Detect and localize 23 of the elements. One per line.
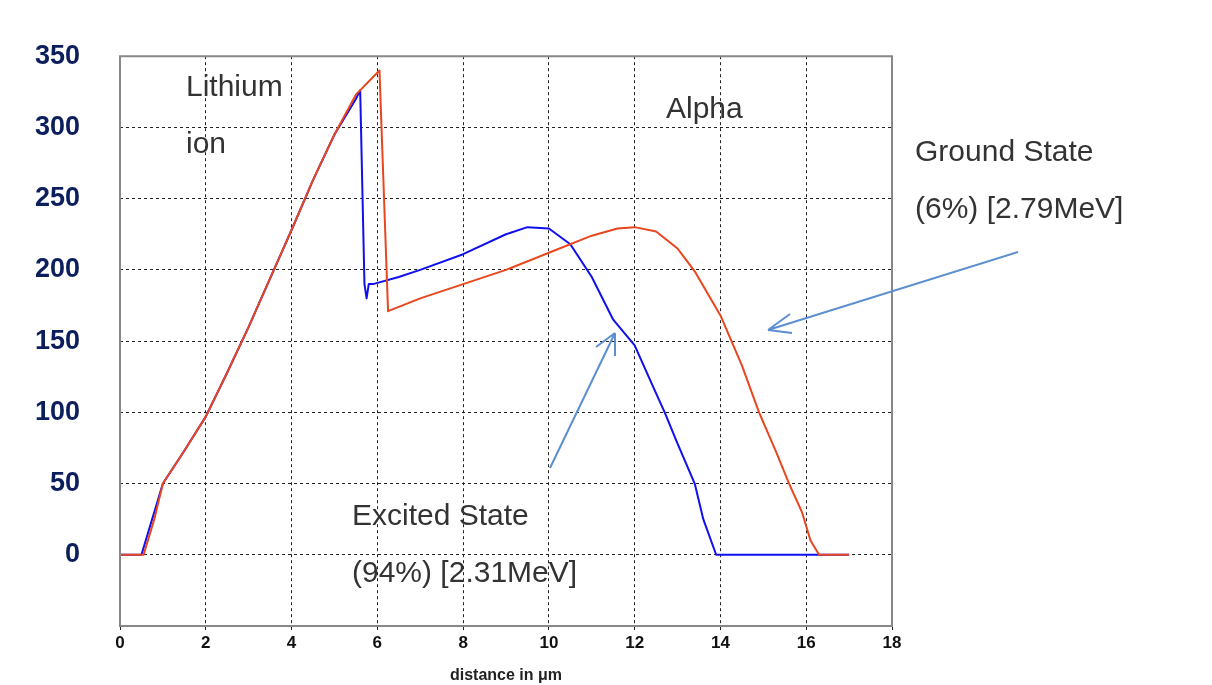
annotation: Lithium ion — [186, 69, 283, 160]
x-tick-label: 0 — [115, 632, 125, 652]
annotation: Alpha — [666, 91, 744, 125]
x-tick-label: 14 — [710, 632, 731, 652]
x-tick-label: 18 — [882, 632, 902, 652]
x-tick-label: 16 — [796, 632, 816, 652]
x-tick-label: 12 — [625, 632, 645, 652]
y-tick-label: 100 — [34, 395, 80, 426]
x-tick-label: 6 — [372, 632, 383, 652]
x-axis-title: distance in μm — [449, 665, 563, 683]
x-tick-label: 2 — [201, 632, 211, 652]
y-tick-label: 200 — [34, 253, 80, 284]
y-tick-label: 150 — [34, 324, 80, 355]
x-tick-label: 10 — [539, 632, 559, 652]
text: Ground State (6%) [2.79MeV] — [915, 134, 1124, 225]
y-tick-label: 0 — [64, 538, 80, 569]
y-tick-label: 300 — [34, 110, 80, 141]
annotation: Excited State (94%) [2.31MeV] — [352, 498, 578, 589]
x-tick-label: 4 — [286, 632, 297, 652]
y-tick-label: 50 — [49, 467, 80, 497]
x-tick-label: 8 — [458, 632, 468, 652]
y-tick-label: 350 — [34, 39, 80, 70]
y-tick-label: 250 — [34, 182, 80, 213]
